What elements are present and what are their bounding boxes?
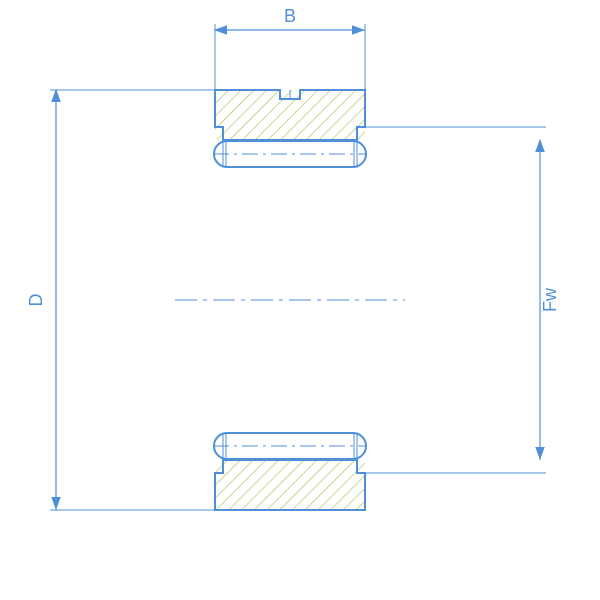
dimension-label: D (26, 294, 46, 307)
dimension-label: B (284, 6, 296, 26)
bearing-cross-section-diagram: B D Fw (0, 0, 600, 600)
dimension-label: Fw (540, 287, 560, 312)
